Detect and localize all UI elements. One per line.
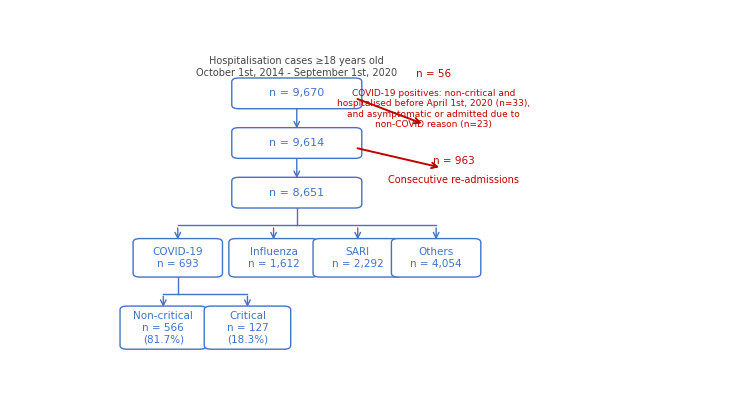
- FancyBboxPatch shape: [229, 239, 318, 277]
- FancyBboxPatch shape: [120, 306, 207, 349]
- FancyBboxPatch shape: [133, 239, 222, 277]
- Text: Consecutive re-admissions: Consecutive re-admissions: [388, 175, 519, 185]
- FancyBboxPatch shape: [204, 306, 291, 349]
- Text: Critical
n = 127
(18.3%): Critical n = 127 (18.3%): [227, 311, 268, 344]
- Text: Influenza
n = 1,612: Influenza n = 1,612: [248, 247, 300, 269]
- Text: Non-critical
n = 566
(81.7%): Non-critical n = 566 (81.7%): [133, 311, 193, 344]
- Text: Others
n = 4,054: Others n = 4,054: [410, 247, 462, 269]
- FancyBboxPatch shape: [231, 177, 362, 208]
- FancyBboxPatch shape: [313, 239, 402, 277]
- Text: n = 8,651: n = 8,651: [269, 188, 324, 197]
- FancyBboxPatch shape: [231, 78, 362, 109]
- Text: n = 9,614: n = 9,614: [269, 138, 324, 148]
- Text: COVID-19 positives: non-critical and
hospitalised before April 1st, 2020 (n=33),: COVID-19 positives: non-critical and hos…: [336, 89, 530, 129]
- Text: n = 9,670: n = 9,670: [269, 88, 324, 98]
- Text: n = 963: n = 963: [433, 156, 474, 166]
- Text: COVID-19
n = 693: COVID-19 n = 693: [153, 247, 203, 269]
- Text: n = 56: n = 56: [416, 69, 451, 79]
- Text: SARI
n = 2,292: SARI n = 2,292: [332, 247, 383, 269]
- Text: Hospitalisation cases ≥18 years old
October 1st, 2014 - September 1st, 2020: Hospitalisation cases ≥18 years old Octo…: [196, 56, 398, 78]
- FancyBboxPatch shape: [392, 239, 481, 277]
- FancyBboxPatch shape: [231, 128, 362, 158]
